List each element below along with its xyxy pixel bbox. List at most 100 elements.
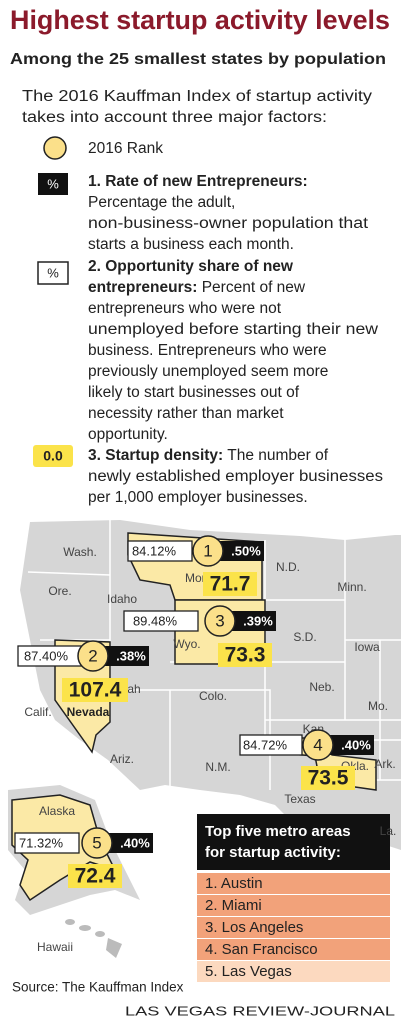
state-label: Ore. (48, 584, 71, 598)
rank-circle (302, 729, 334, 761)
state-label: Nevada (67, 705, 110, 719)
density-value: 73.5 (308, 767, 349, 790)
item-title: 3. Startup density: (88, 447, 223, 464)
metro-item: 1. Austin (205, 875, 263, 892)
source: Source: The Kauffman Index (12, 980, 184, 995)
item-line: 3. Startup density: The number of (88, 447, 329, 464)
opportunity-symbol-text: % (47, 265, 59, 280)
rate-symbol (38, 173, 68, 195)
opportunity-value: 84.72% (243, 737, 288, 752)
rate-box (330, 735, 374, 755)
state-label: Calif. (24, 705, 51, 719)
item-line: likely to start businesses out of (88, 384, 300, 401)
state-label: Colo. (199, 689, 227, 703)
state-label: Minn. (337, 580, 366, 594)
metro-item: 2. Miami (205, 897, 262, 914)
item-line: The number of (227, 447, 328, 464)
density-symbol (33, 445, 73, 467)
item-line: previously unemployed seem more (88, 363, 328, 380)
rate-value: .50% (231, 543, 261, 558)
rate-box (232, 611, 276, 631)
opportunity-box (239, 734, 303, 756)
rate-value: .39% (243, 613, 273, 628)
state-label: Alaska (39, 804, 75, 818)
metro-item: 3. Los Angeles (205, 919, 303, 936)
item-line: non-business-owner population that (88, 215, 369, 232)
metro-box: Top five metro areas for startup activit… (197, 814, 390, 870)
density-value: 72.4 (75, 865, 116, 888)
hawaii-islands (65, 919, 122, 958)
rate-symbol-text: % (47, 176, 59, 191)
state-label: S.D. (293, 630, 316, 644)
metro-row (197, 873, 390, 894)
rank-circle (204, 605, 236, 637)
credit: LAS VEGAS REVIEW-JOURNAL (125, 1003, 395, 1018)
density-value: 107.4 (69, 679, 122, 702)
item-line: entrepreneurs: Percent of new (88, 279, 306, 296)
rate-box (109, 833, 153, 853)
rate-box (105, 646, 149, 666)
metro-row (197, 961, 390, 982)
item-line: starts a business each month. (88, 236, 294, 253)
metro-item: 5. Las Vegas (205, 963, 292, 980)
metro-title: Top five metro areas (205, 823, 351, 840)
metro-row (197, 895, 390, 916)
subtitle: Among the 25 smallest states by populati… (10, 51, 386, 68)
state-label: Texas (284, 792, 315, 806)
rate-value: .40% (341, 737, 371, 752)
state-label: Hawaii (37, 940, 73, 954)
state-label: Wyo. (173, 637, 200, 651)
rank-label: 2016 Rank (88, 140, 163, 157)
state-label: Ark. (374, 757, 395, 771)
opportunity-box (123, 610, 199, 632)
rate-box (220, 541, 264, 561)
opportunity-symbol (37, 261, 69, 285)
metro-title: for startup activity: (205, 844, 341, 861)
density-box (218, 643, 272, 667)
density-box (62, 678, 128, 702)
metro-row (197, 917, 390, 938)
state-label: Neb. (309, 680, 334, 694)
rank-value: 5 (92, 833, 101, 852)
item-line: per 1,000 employer businesses. (88, 489, 308, 506)
title: Highest startup activity levels (10, 5, 390, 35)
state-label: Idaho (107, 592, 137, 606)
density-box (203, 572, 257, 596)
metro-row (197, 939, 390, 960)
rank-value: 2 (88, 646, 97, 665)
density-box (68, 864, 122, 888)
item-title: 2. Opportunity share of new (88, 258, 294, 275)
item-line: business. Entrepreneurs who were (88, 342, 327, 359)
item-line: Percent of new (202, 279, 306, 296)
metro-header (197, 814, 390, 870)
item-title: 1. Rate of new Entrepreneurs: (88, 173, 308, 190)
item-line: opportunity. (88, 426, 168, 443)
state-label: N.D. (276, 560, 300, 574)
density-box (301, 766, 355, 790)
state-label: Mo. (368, 699, 388, 713)
opportunity-value: 84.12% (132, 543, 177, 558)
item-line: Percentage the adult, (88, 194, 235, 211)
rank-circle (77, 640, 109, 672)
opportunity-box (14, 832, 80, 854)
rate-value: .40% (120, 835, 150, 850)
item-line: newly established employer businesses (88, 468, 383, 485)
intro-line: The 2016 Kauffman Index of startup activ… (22, 88, 372, 105)
opportunity-box (127, 540, 193, 562)
rate-value: .38% (116, 648, 146, 663)
metro-item: 4. San Francisco (205, 941, 318, 958)
item-line: necessity rather than market (88, 405, 284, 422)
item-title: entrepreneurs: (88, 279, 197, 296)
state-label: Iowa (354, 640, 380, 654)
state-label: Ariz. (110, 752, 134, 766)
density-value: 73.3 (225, 644, 266, 667)
rank-value: 3 (215, 611, 224, 630)
opportunity-value: 87.40% (24, 648, 69, 663)
item-line: unemployed before starting their new (88, 321, 379, 338)
rank-circle (81, 827, 113, 859)
density-value: 71.7 (210, 573, 251, 596)
opportunity-value: 71.32% (19, 835, 64, 850)
state-label: La. (380, 824, 397, 838)
intro-line: takes into account three major factors: (22, 109, 327, 126)
